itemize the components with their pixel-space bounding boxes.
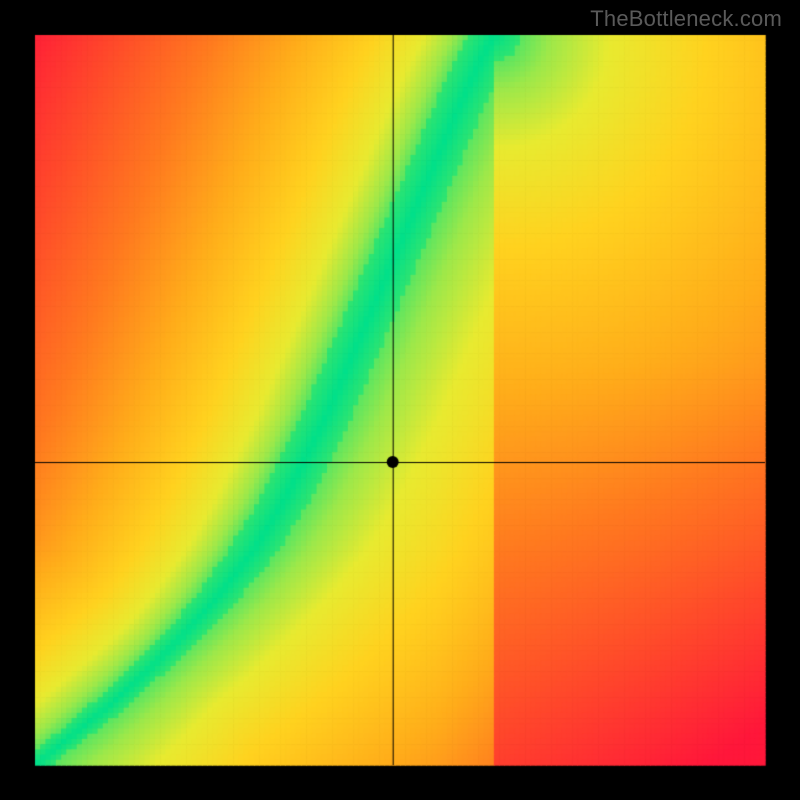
bottleneck-heatmap	[0, 0, 800, 800]
